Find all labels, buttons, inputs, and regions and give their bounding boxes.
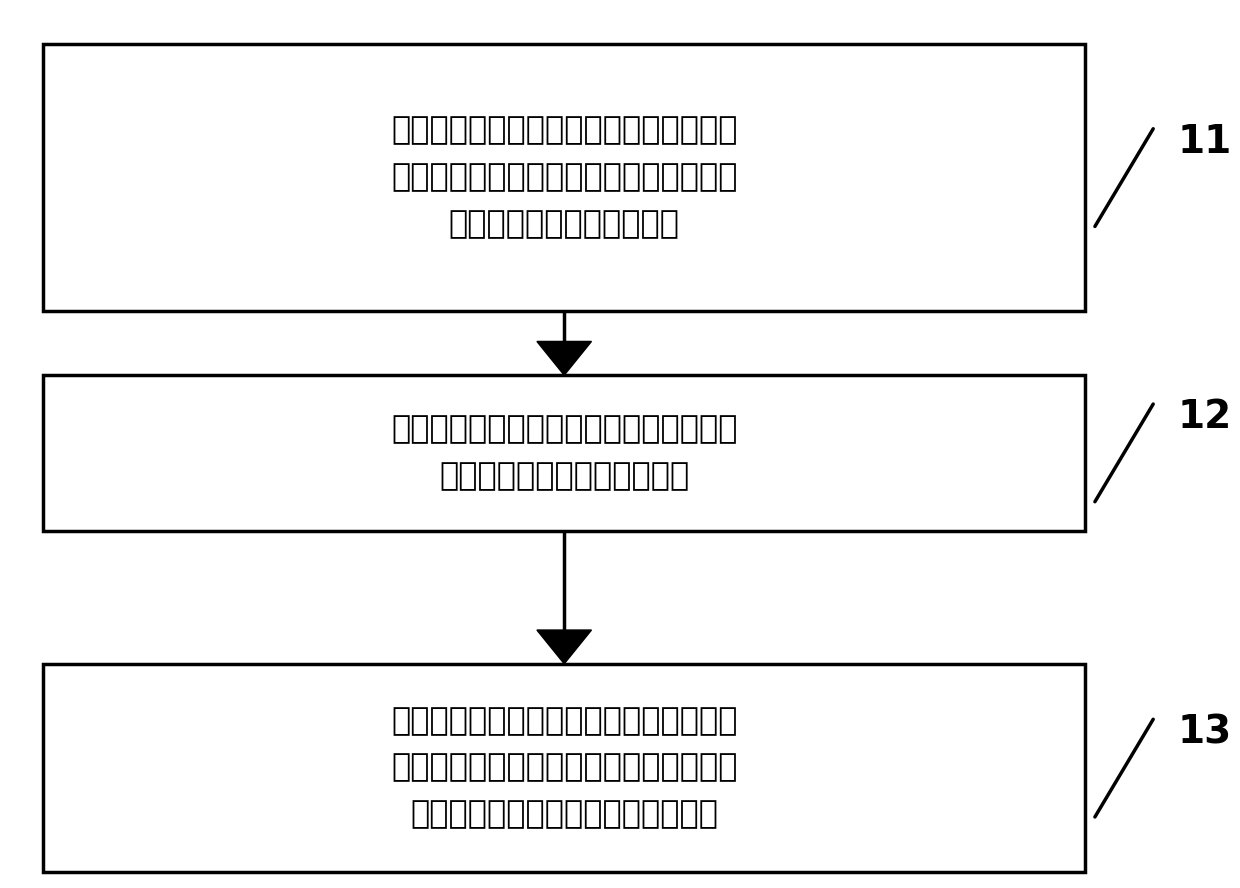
Polygon shape (537, 342, 591, 376)
Text: 12: 12 (1178, 399, 1233, 436)
Bar (43, 664, 1085, 872)
Text: 所述通信处理器获取预先存储的与所述移
动终端所处的场景对应的天线调谐参数，
将所述天线调谐参数写入天线调谐器: 所述通信处理器获取预先存储的与所述移 动终端所处的场景对应的天线调谐参数， 将所… (391, 706, 738, 830)
Bar (43, 44, 1085, 311)
Polygon shape (537, 630, 591, 664)
Text: 13: 13 (1178, 714, 1233, 751)
Text: 在移动终端处于通话状态过程中或者数据
传输状态过程中，通信处理器接收所述移
动终端的传感器上报的数据: 在移动终端处于通话状态过程中或者数据 传输状态过程中，通信处理器接收所述移 动终… (391, 115, 738, 240)
Text: 所述通信处理器根据传感器上报的数据，
确定所述移动终端所处的场景: 所述通信处理器根据传感器上报的数据， 确定所述移动终端所处的场景 (391, 414, 738, 492)
Bar (43, 376, 1085, 531)
Text: 11: 11 (1178, 123, 1233, 161)
